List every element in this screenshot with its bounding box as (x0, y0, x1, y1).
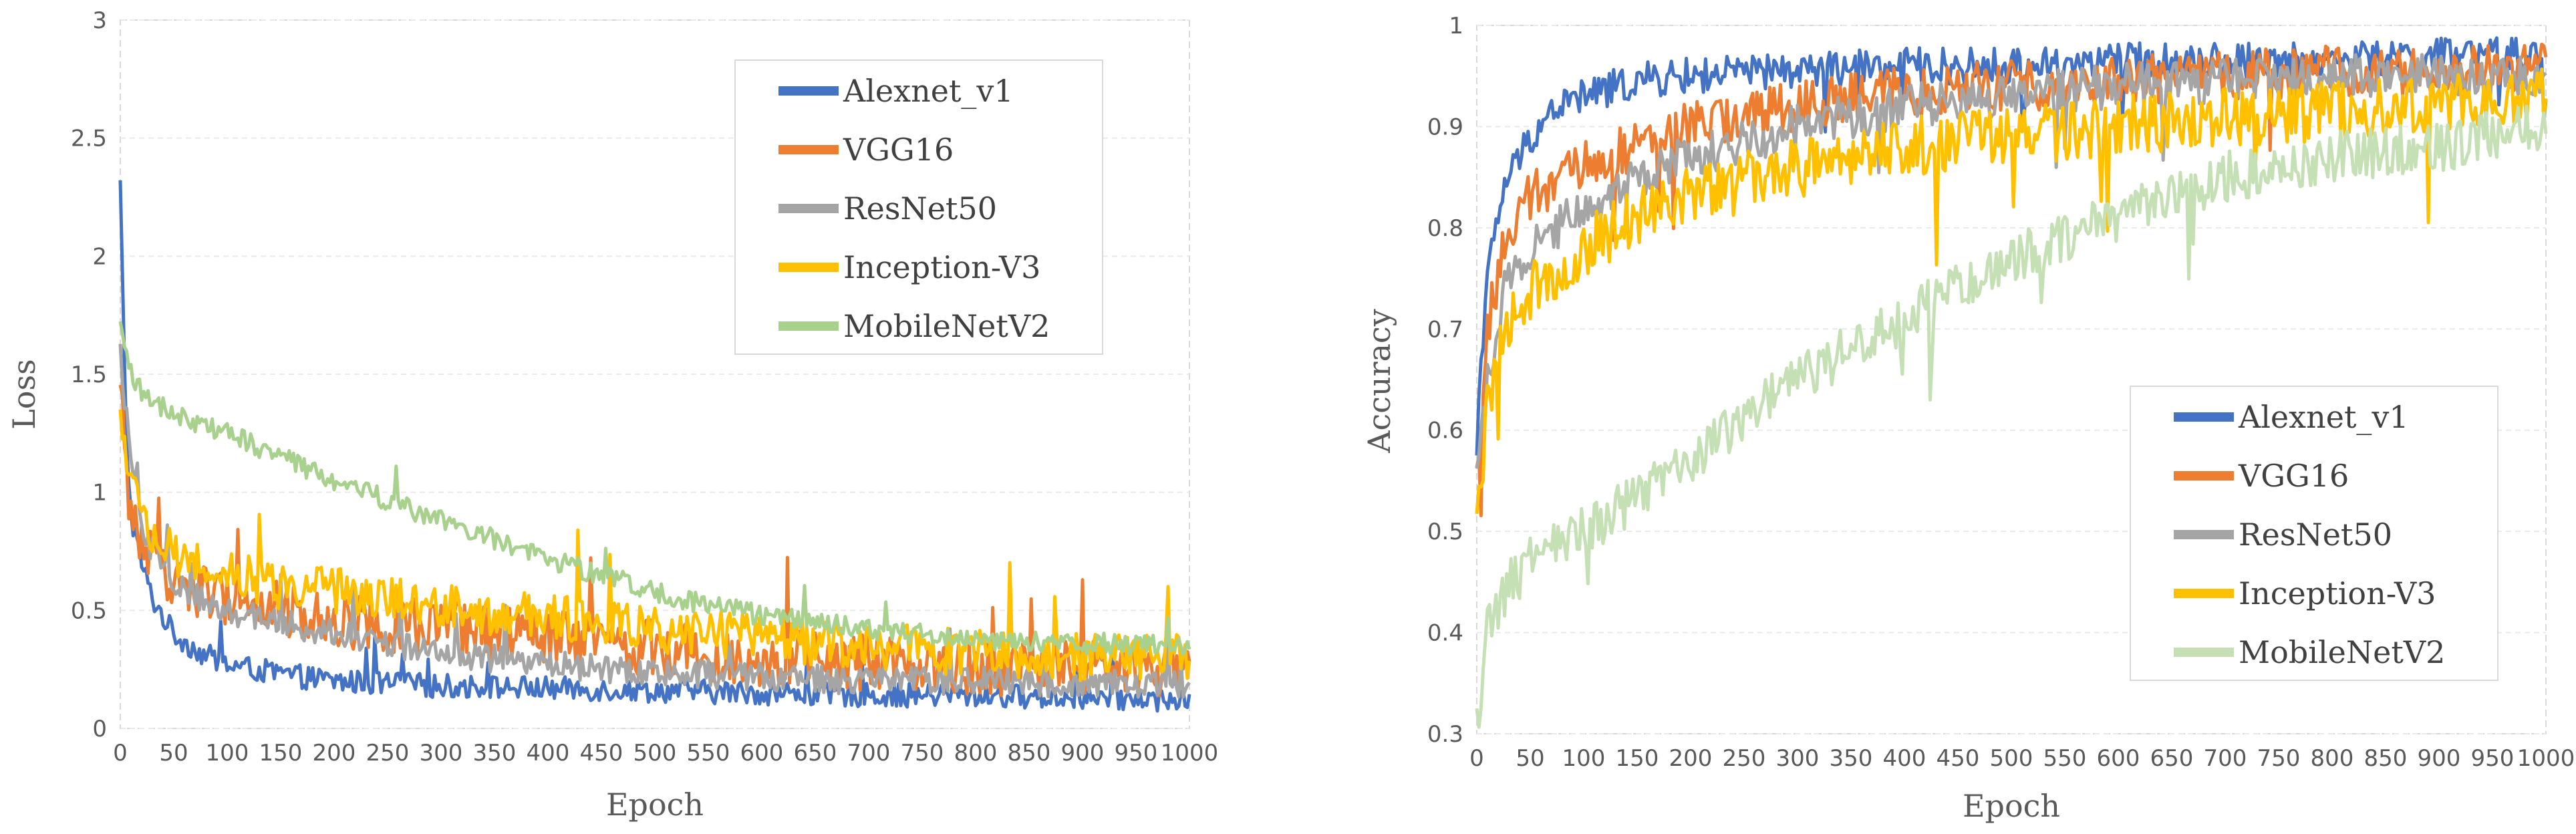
x-tick-label: 250 (366, 740, 410, 767)
x-tick-label: 450 (580, 740, 623, 767)
series-line-inception-v3 (1475, 67, 2548, 515)
x-tick-label: 700 (2204, 745, 2247, 772)
y-tick-label: 0.5 (1427, 519, 1463, 545)
legend-label-resnet50: ResNet50 (2239, 517, 2392, 553)
y-tick-label: 0 (92, 716, 107, 742)
x-tick-label: 100 (206, 740, 249, 767)
x-tick-label: 100 (1562, 745, 1606, 772)
loss-y-axis-title: Loss (6, 359, 42, 429)
x-tick-label: 350 (473, 740, 517, 767)
series-line-vgg16 (1475, 42, 2548, 518)
x-tick-label: 400 (1883, 745, 1926, 772)
legend-label-inception: Inception-V3 (2239, 575, 2436, 611)
legend-label-inception: Inception-V3 (843, 249, 1040, 285)
y-tick-label: 1 (92, 480, 107, 507)
y-tick-label: 0.3 (1427, 721, 1463, 748)
accuracy-chart-panel: 0.3 0.4 0.5 0.6 0.7 0.8 0.9 1 0 50 100 150 200 250 30… (1350, 0, 2576, 834)
series-line-alexnet-v1 (1475, 36, 2548, 456)
x-tick-label: 400 (527, 740, 570, 767)
y-tick-label: 2 (92, 243, 107, 270)
x-tick-label: 650 (2150, 745, 2194, 772)
x-tick-label: 950 (1115, 740, 1158, 767)
y-tick-label: 0.5 (71, 597, 107, 624)
accuracy-y-axis-title: Accuracy (1361, 309, 1397, 454)
x-tick-label: 50 (159, 740, 188, 767)
y-tick-label: 0.6 (1427, 418, 1463, 444)
x-tick-label: 600 (740, 740, 784, 767)
x-tick-label: 0 (1469, 745, 1484, 772)
x-tick-label: 900 (2418, 745, 2461, 772)
x-tick-label: 800 (2311, 745, 2354, 772)
legend-label-vgg16: VGG16 (843, 132, 954, 168)
y-tick-label: 0.4 (1427, 620, 1463, 647)
x-tick-label: 350 (1830, 745, 1873, 772)
x-tick-label: 50 (1516, 745, 1544, 772)
y-tick-label: 3 (92, 7, 107, 34)
series-line-alexnet-v1 (118, 180, 1191, 713)
x-tick-label: 500 (1990, 745, 2033, 772)
x-tick-label: 450 (1937, 745, 1980, 772)
x-tick-label: 900 (1061, 740, 1105, 767)
x-tick-label: 150 (1616, 745, 1659, 772)
x-tick-label: 700 (847, 740, 891, 767)
legend-label-mobilenet: MobileNetV2 (2239, 634, 2445, 670)
legend-label-resnet50: ResNet50 (843, 190, 997, 227)
series-line-mobilenetv2 (1475, 104, 2548, 729)
x-tick-label: 150 (259, 740, 303, 767)
x-tick-label: 550 (2043, 745, 2087, 772)
x-tick-label: 550 (687, 740, 730, 767)
x-tick-label: 850 (1008, 740, 1051, 767)
x-tick-label: 600 (2097, 745, 2140, 772)
x-tick-label: 850 (2364, 745, 2408, 772)
accuracy-x-axis-title: Epoch (1963, 788, 2060, 824)
x-tick-label: 800 (954, 740, 998, 767)
series-line-resnet50 (118, 343, 1191, 699)
loss-x-axis-title: Epoch (606, 787, 704, 823)
x-tick-label: 200 (313, 740, 356, 767)
accuracy-chart: 0.3 0.4 0.5 0.6 0.7 0.8 0.9 1 0 50 100 150 200 250 30… (1361, 13, 2575, 824)
x-tick-label: 1000 (1161, 740, 1219, 767)
x-tick-label: 950 (2471, 745, 2515, 772)
x-tick-label: 750 (901, 740, 944, 767)
x-tick-label: 0 (113, 740, 128, 767)
x-tick-label: 750 (2257, 745, 2301, 772)
loss-chart: 0 0.5 1 1.5 2 2.5 3 0 50 100 150 200 250 300 350 400 45… (6, 7, 1219, 823)
series-line-mobilenetv2 (118, 321, 1191, 657)
x-tick-label: 250 (1723, 745, 1766, 772)
legend-label-vgg16: VGG16 (2238, 458, 2349, 494)
loss-chart-panel: 0 0.5 1 1.5 2 2.5 3 0 50 100 150 200 250 300 350 400 45… (0, 0, 1236, 834)
x-tick-label: 200 (1669, 745, 1713, 772)
legend-label-alexnet: Alexnet_v1 (843, 73, 1014, 109)
loss-legend: Alexnet_v1 VGG16 ResNet50 Inception-V3 M… (734, 59, 1103, 355)
series-line-inception-v3 (118, 409, 1191, 682)
x-tick-label: 500 (633, 740, 677, 767)
y-tick-label: 1 (1449, 13, 1463, 39)
series-line-resnet50 (1475, 53, 2547, 469)
y-tick-label: 1.5 (71, 362, 107, 388)
x-tick-label: 300 (420, 740, 463, 767)
x-tick-label: 1000 (2517, 745, 2575, 772)
x-tick-label: 650 (794, 740, 837, 767)
y-tick-label: 0.8 (1427, 215, 1463, 242)
y-tick-label: 0.9 (1427, 114, 1463, 140)
legend-label-mobilenet: MobileNetV2 (843, 308, 1050, 344)
accuracy-legend: Alexnet_v1 VGG16 ResNet50 Inception-V3 M… (2130, 386, 2498, 681)
legend-label-alexnet: Alexnet_v1 (2238, 399, 2409, 435)
x-tick-label: 300 (1776, 745, 1820, 772)
y-tick-label: 2.5 (71, 126, 107, 152)
y-tick-label: 0.7 (1427, 316, 1463, 343)
